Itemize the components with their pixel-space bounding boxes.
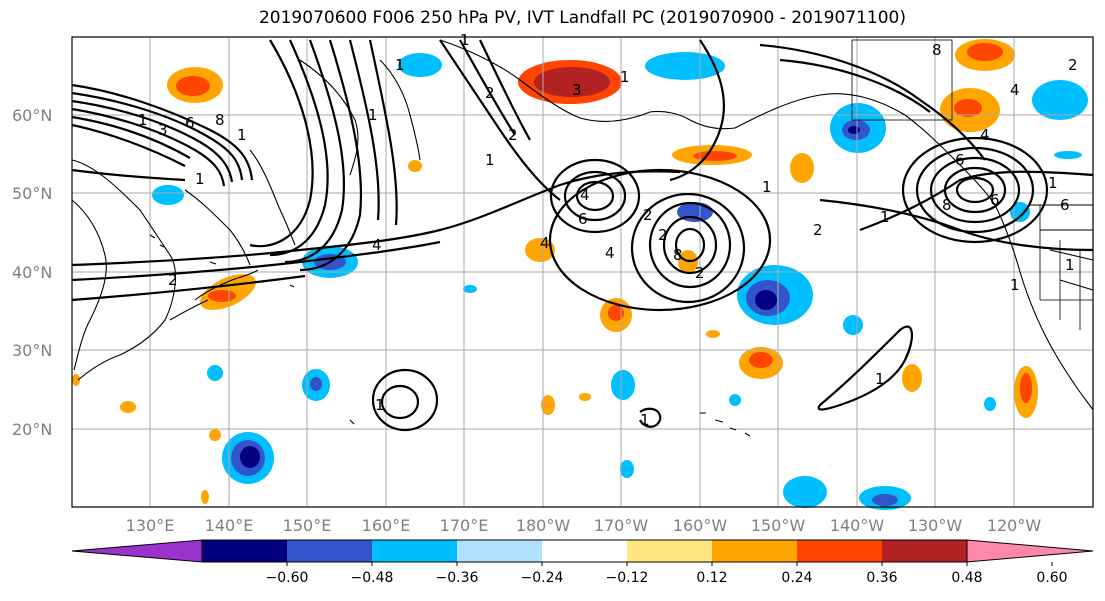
longitude-labels: 130°E 140°E 150°E 160°E 170°E 180°W 170°… [126, 516, 1042, 535]
colorbar-tick-label: −0.60 [266, 570, 309, 586]
colorbar-tick-label: 0.36 [866, 570, 897, 586]
contour-label: 4 [580, 186, 590, 204]
contour-label: 6 [578, 210, 588, 228]
contour-label: 3 [572, 81, 582, 99]
graticule [72, 37, 1093, 507]
colorbar-tick-label: 0.60 [1036, 570, 1067, 586]
contour-label: 4 [980, 126, 990, 144]
contour-label: 2 [643, 206, 653, 224]
pv-shading [72, 39, 1088, 510]
contour-label: 1 [880, 208, 890, 226]
contour-label: 8 [673, 246, 683, 264]
lat-label: 40°N [12, 263, 52, 282]
colorbar-segment [627, 540, 712, 562]
contour-label: 1 [640, 411, 650, 429]
lon-label: 130°W [908, 516, 963, 535]
lon-label: 170°E [440, 516, 489, 535]
colorbar-segment [542, 540, 627, 562]
contour-label: 1 [395, 56, 405, 74]
map-panel: 1 1 2 3 4 6 8 1 2 1 4 2 1 1 1 2 4 6 2 3 … [71, 31, 1094, 510]
colorbar-segment [372, 540, 457, 562]
map-frame [71, 36, 1094, 508]
lon-label: 150°W [751, 516, 806, 535]
colorbar-segment [457, 540, 542, 562]
contour-label: 1 [762, 178, 772, 196]
colorbar-arrow-left [71, 539, 203, 563]
contour-label: 2 [508, 126, 518, 144]
lon-label: 170°W [594, 516, 649, 535]
colorbar-segment [712, 540, 797, 562]
lat-label: 60°N [12, 106, 52, 125]
lon-label: 120°W [987, 516, 1042, 535]
contour-label: 6 [185, 114, 195, 132]
negative-anomalies [152, 52, 1088, 510]
contour-labels: 1 1 2 3 4 6 8 1 2 1 4 2 1 1 1 2 4 6 2 3 … [138, 31, 1078, 429]
latitude-labels: 60°N 50°N 40°N 30°N 20°N [12, 106, 52, 439]
contour-label: 1 [460, 31, 470, 49]
contour-label: 2 [485, 84, 495, 102]
state-borders [851, 39, 1093, 330]
lon-label: 140°W [830, 516, 885, 535]
coastlines [71, 39, 1094, 437]
contour-label: 8 [932, 41, 942, 59]
contour-label: 2 [658, 226, 668, 244]
colorbar-tick-label: −0.48 [351, 570, 394, 586]
contour-label: 1 [1048, 174, 1058, 192]
lat-label: 50°N [12, 184, 52, 203]
colorbar-segment [882, 540, 967, 562]
contour-label: 4 [540, 234, 550, 252]
contour-label: 2 [168, 271, 178, 289]
contour-label: 2 [813, 221, 823, 239]
lon-label: 160°W [673, 516, 728, 535]
lat-label: 30°N [12, 341, 52, 360]
contour-label: 1 [620, 68, 630, 86]
contour-label: 4 [372, 236, 382, 254]
colorbar-segment [797, 540, 882, 562]
colorbar: −0.60 −0.48 −0.36 −0.24 −0.12 0.12 0.24 0.36 0.4… [71, 539, 1094, 586]
contour-label: 1 [375, 396, 385, 414]
colorbar-segment [287, 540, 372, 562]
colorbar-tick-label: 0.12 [696, 570, 727, 586]
contour-label: 1 [485, 151, 495, 169]
colorbar-tick-label: −0.24 [521, 570, 564, 586]
positive-anomalies [72, 39, 1038, 504]
contour-label: 8 [215, 111, 225, 129]
colorbar-segment [202, 540, 287, 562]
contour-label: 6 [1060, 196, 1070, 214]
colorbar-frame [201, 539, 968, 563]
contour-label: 1 [368, 106, 378, 124]
pv-contours [71, 39, 1094, 432]
lon-label: 160°E [362, 516, 411, 535]
contour-label: 2 [695, 264, 705, 282]
colorbar-tick-label: 0.48 [951, 570, 982, 586]
contour-label: 1 [1010, 276, 1020, 294]
lon-label: 150°E [283, 516, 332, 535]
contour-label: 1 [1065, 256, 1075, 274]
contour-label: 8 [942, 196, 952, 214]
contour-label: 1 [138, 111, 148, 129]
contour-label: 6 [955, 151, 965, 169]
map-title: 2019070600 F006 250 hPa PV, IVT Landfall… [258, 8, 906, 28]
colorbar-arrow-right [966, 539, 1094, 563]
lon-label: 130°E [126, 516, 175, 535]
contour-label: 6 [990, 191, 1000, 209]
contour-label: 3 [158, 121, 168, 139]
lon-label: 180°W [516, 516, 571, 535]
contour-label: 2 [1068, 56, 1078, 74]
contour-label: 1 [237, 126, 247, 144]
colorbar-tick-label: −0.36 [436, 570, 479, 586]
lon-label: 140°E [205, 516, 254, 535]
contour-label: 4 [605, 244, 615, 262]
contour-label: 1 [195, 170, 205, 188]
contour-label: 4 [1010, 81, 1020, 99]
lat-label: 20°N [12, 420, 52, 439]
colorbar-tick-label: 0.24 [781, 570, 812, 586]
colorbar-tick-label: −0.12 [606, 570, 649, 586]
contour-label: 1 [875, 370, 885, 388]
